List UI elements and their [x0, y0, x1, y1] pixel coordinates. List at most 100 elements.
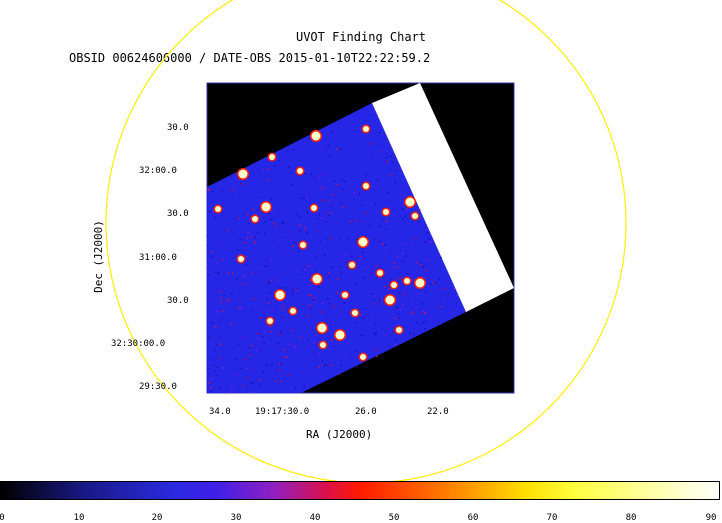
- noise-pixel: [361, 251, 364, 253]
- noise-pixel: [336, 291, 339, 294]
- noise-pixel: [262, 336, 264, 338]
- noise-pixel: [381, 243, 384, 245]
- noise-pixel: [240, 307, 242, 309]
- noise-pixel: [320, 311, 323, 313]
- noise-pixel: [394, 169, 396, 171]
- noise-pixel: [314, 297, 316, 300]
- noise-pixel: [263, 342, 266, 345]
- noise-pixel: [312, 342, 315, 344]
- noise-pixel: [287, 343, 290, 345]
- star: [290, 308, 296, 314]
- dec-tick-label: 30.0: [167, 296, 189, 306]
- y-axis-title: Dec (J2000): [91, 220, 105, 293]
- noise-pixel: [407, 297, 409, 299]
- colorbar-tick-label: 40: [309, 513, 321, 523]
- noise-pixel: [207, 188, 209, 191]
- noise-pixel: [300, 336, 302, 339]
- noise-pixel: [336, 278, 339, 280]
- noise-pixel: [325, 364, 328, 366]
- noise-pixel: [227, 229, 230, 231]
- noise-pixel: [318, 176, 320, 179]
- noise-pixel: [286, 356, 288, 358]
- noise-pixel: [257, 196, 260, 199]
- noise-pixel: [344, 254, 346, 256]
- noise-pixel: [399, 215, 401, 217]
- noise-pixel: [219, 290, 221, 292]
- noise-pixel: [304, 226, 306, 228]
- noise-pixel: [426, 259, 428, 261]
- noise-pixel: [452, 288, 455, 290]
- noise-pixel: [215, 310, 218, 313]
- noise-pixel: [413, 333, 415, 336]
- noise-pixel: [280, 330, 282, 332]
- star: [405, 197, 415, 207]
- noise-pixel: [340, 201, 342, 204]
- noise-pixel: [419, 209, 421, 211]
- noise-pixel: [316, 334, 318, 336]
- noise-pixel: [232, 280, 235, 283]
- noise-pixel: [282, 305, 284, 307]
- noise-pixel: [372, 315, 374, 318]
- noise-pixel: [428, 237, 430, 240]
- noise-pixel: [269, 218, 271, 221]
- noise-pixel: [253, 369, 256, 372]
- noise-pixel: [328, 302, 331, 305]
- noise-pixel: [245, 377, 247, 379]
- noise-pixel: [394, 317, 397, 319]
- noise-pixel: [287, 374, 289, 377]
- noise-pixel: [285, 273, 287, 275]
- noise-pixel: [350, 220, 352, 223]
- noise-pixel: [236, 374, 239, 376]
- background-noise: [207, 114, 458, 393]
- noise-pixel: [268, 302, 270, 304]
- noise-pixel: [399, 292, 401, 294]
- noise-pixel: [372, 272, 374, 275]
- noise-pixel: [230, 391, 233, 393]
- noise-pixel: [262, 371, 265, 373]
- noise-pixel: [354, 283, 356, 285]
- noise-pixel: [310, 294, 313, 297]
- star: [267, 318, 273, 324]
- noise-pixel: [211, 321, 214, 323]
- noise-pixel: [290, 284, 292, 286]
- noise-pixel: [356, 365, 358, 368]
- noise-pixel: [308, 294, 310, 297]
- star: [342, 292, 348, 298]
- noise-pixel: [359, 255, 362, 258]
- star: [412, 213, 418, 219]
- noise-pixel: [298, 250, 301, 253]
- dec-tick-label: 30.0: [167, 209, 189, 219]
- noise-pixel: [269, 326, 272, 328]
- noise-pixel: [379, 225, 382, 227]
- noise-pixel: [415, 262, 418, 264]
- noise-pixel: [297, 308, 299, 310]
- noise-pixel: [231, 272, 234, 275]
- noise-pixel: [409, 332, 411, 334]
- noise-pixel: [297, 174, 299, 177]
- noise-pixel: [242, 385, 244, 387]
- noise-pixel: [309, 307, 312, 310]
- noise-pixel: [237, 249, 239, 251]
- noise-pixel: [247, 214, 249, 216]
- noise-pixel: [288, 166, 290, 168]
- noise-pixel: [214, 216, 217, 219]
- star: [300, 242, 306, 248]
- noise-pixel: [389, 174, 391, 176]
- noise-pixel: [259, 379, 261, 381]
- colorbar-tick-label: 60: [467, 513, 479, 523]
- noise-pixel: [328, 212, 331, 214]
- noise-pixel: [277, 333, 280, 335]
- noise-pixel: [387, 191, 389, 194]
- noise-pixel: [435, 282, 437, 284]
- noise-pixel: [244, 358, 247, 361]
- noise-pixel: [233, 185, 235, 187]
- colorbar-tick-label: 20: [151, 513, 163, 523]
- noise-pixel: [264, 221, 266, 223]
- noise-pixel: [270, 198, 273, 201]
- noise-pixel: [361, 204, 363, 206]
- star: [377, 270, 383, 276]
- star: [311, 205, 317, 211]
- noise-pixel: [324, 254, 326, 256]
- noise-pixel: [373, 303, 376, 305]
